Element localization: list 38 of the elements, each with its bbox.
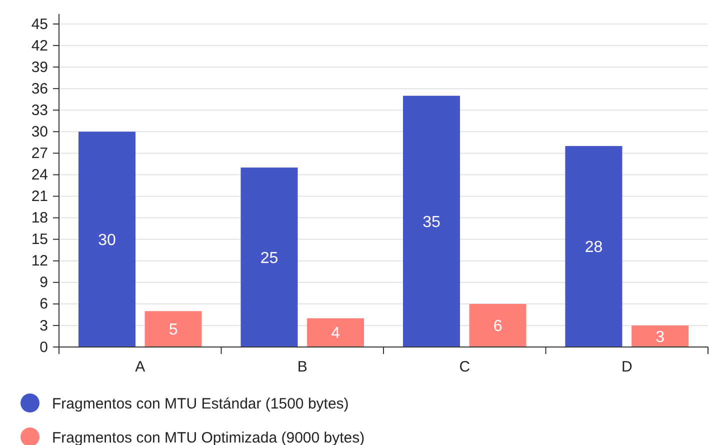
y-tick-label: 39 <box>31 58 48 76</box>
legend-label: Fragmentos con MTU Optimizada (9000 bytes) <box>52 429 365 445</box>
data-label: 5 <box>168 322 178 339</box>
y-tick-label: 3 <box>40 317 48 334</box>
legend-label: Fragmentos con MTU Estándar (1500 bytes) <box>52 395 349 412</box>
y-tick-label: 9 <box>40 274 48 292</box>
y-tick-label: 36 <box>31 80 48 98</box>
y-tick-label: 24 <box>31 166 48 184</box>
data-label: 25 <box>260 250 278 267</box>
y-tick-label: 18 <box>31 210 48 227</box>
data-label: 6 <box>493 318 502 336</box>
y-tick-label: 0 <box>40 338 48 356</box>
bar <box>307 318 364 347</box>
y-tick-label: 30 <box>31 123 48 140</box>
bar <box>402 96 460 347</box>
x-tick-label: C <box>459 358 470 376</box>
data-label: 3 <box>656 328 665 346</box>
bar <box>78 132 136 347</box>
x-tick-label: A <box>135 358 146 376</box>
bar <box>565 146 622 347</box>
y-tick-label: 45 <box>31 16 48 33</box>
x-tick-label: B <box>297 358 308 376</box>
y-tick-label: 21 <box>31 188 48 206</box>
bar <box>240 168 298 347</box>
y-tick-label: 12 <box>31 252 48 270</box>
bar <box>469 304 526 347</box>
x-tick-label: D <box>621 358 632 376</box>
data-label: 4 <box>331 325 340 342</box>
data-label: 30 <box>98 232 116 249</box>
y-tick-label: 27 <box>31 145 48 162</box>
y-tick-label: 42 <box>31 37 48 54</box>
y-tick-label: 6 <box>40 296 48 313</box>
y-tick-label: 33 <box>31 102 48 119</box>
bar <box>144 311 202 347</box>
data-label: 35 <box>422 214 440 231</box>
y-tick-label: 15 <box>31 231 48 248</box>
data-label: 28 <box>584 239 603 256</box>
bar <box>632 325 689 347</box>
